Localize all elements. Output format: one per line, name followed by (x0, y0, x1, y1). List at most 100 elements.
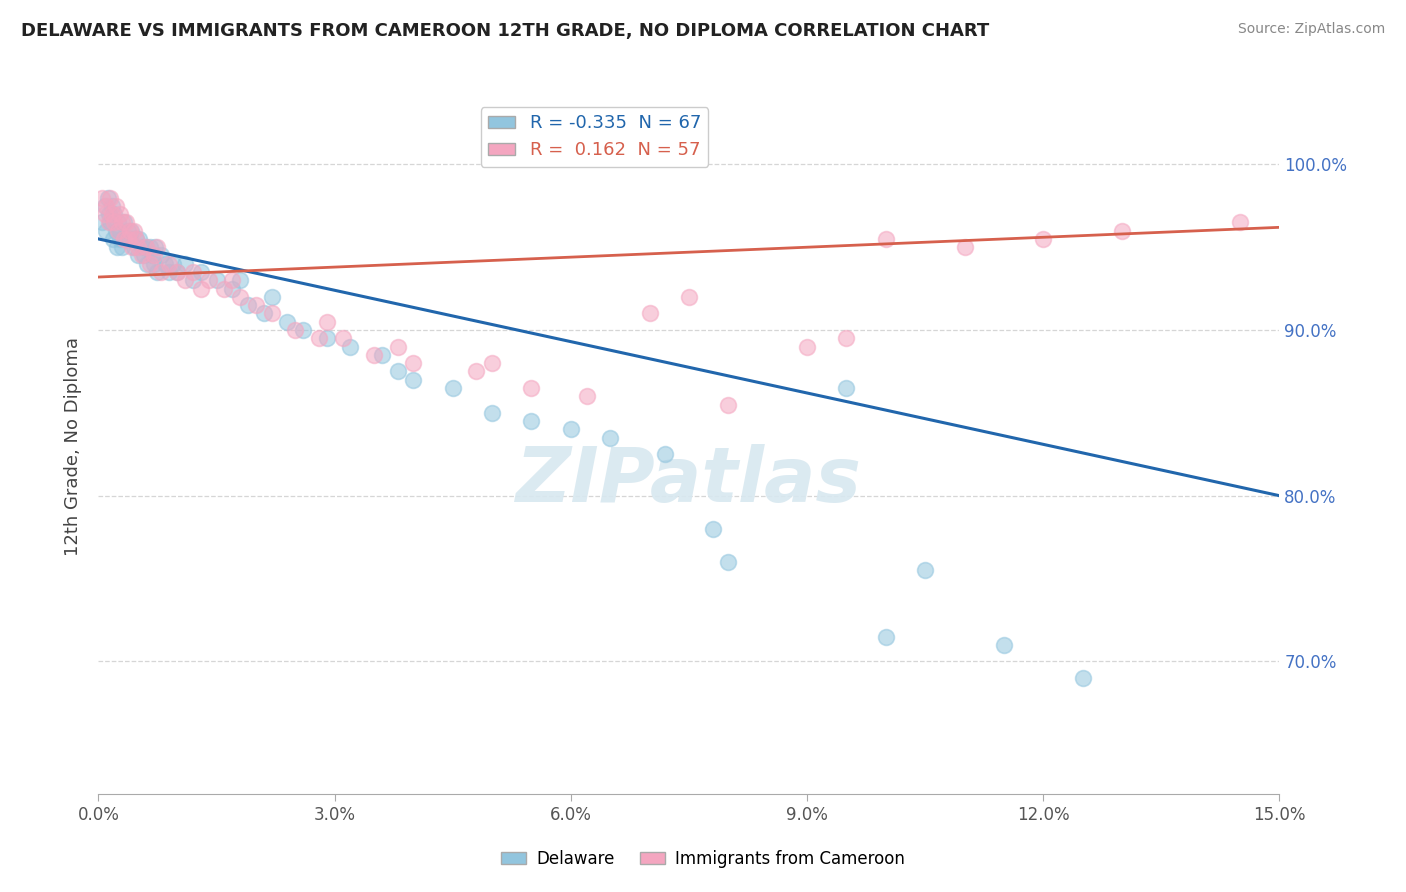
Point (101, 199, 124, 213)
Point (115, 215, 138, 229)
Legend: Delaware, Immigrants from Cameroon: Delaware, Immigrants from Cameroon (495, 844, 911, 875)
Point (107, 215, 129, 229)
Point (135, 240, 157, 254)
Point (638, 306, 661, 320)
Point (221, 273, 243, 287)
Point (138, 240, 160, 254)
Point (229, 273, 252, 287)
Point (136, 257, 159, 271)
Point (101, 232, 124, 246)
Point (181, 273, 204, 287)
Point (315, 315, 337, 329)
Point (402, 356, 425, 370)
Point (150, 265, 173, 279)
Point (96, 224, 118, 238)
Point (520, 381, 543, 395)
Point (157, 265, 180, 279)
Point (387, 340, 409, 354)
Point (953, 240, 976, 254)
Point (127, 248, 149, 262)
Point (520, 414, 543, 428)
Point (122, 240, 145, 254)
Point (101, 207, 124, 221)
Point (1032, 232, 1054, 246)
Point (112, 215, 135, 229)
Point (253, 306, 276, 320)
Point (131, 248, 153, 262)
Point (796, 340, 818, 354)
Point (332, 331, 354, 345)
Y-axis label: 12th Grade, No Diploma: 12th Grade, No Diploma (65, 336, 83, 556)
Point (103, 215, 125, 229)
Point (308, 331, 330, 345)
Point (115, 232, 138, 246)
Text: Source: ZipAtlas.com: Source: ZipAtlas.com (1237, 22, 1385, 37)
Point (97, 207, 120, 221)
Point (315, 331, 337, 345)
Point (150, 248, 173, 262)
Point (363, 348, 385, 362)
Point (122, 224, 145, 238)
Point (221, 282, 243, 296)
Point (702, 522, 724, 536)
Point (339, 340, 361, 354)
Text: DELAWARE VS IMMIGRANTS FROM CAMEROON 12TH GRADE, NO DIPLOMA CORRELATION CHART: DELAWARE VS IMMIGRANTS FROM CAMEROON 12T… (21, 22, 990, 40)
Point (118, 224, 141, 238)
Point (835, 331, 858, 345)
Point (117, 224, 139, 238)
Point (128, 232, 150, 246)
Point (292, 323, 315, 337)
Point (111, 215, 134, 229)
Point (229, 290, 252, 304)
Point (1071, 671, 1094, 685)
Point (174, 273, 197, 287)
Point (197, 273, 219, 287)
Point (157, 257, 180, 271)
Point (108, 232, 131, 246)
Point (97, 215, 120, 229)
Point (835, 381, 858, 395)
Point (104, 224, 127, 238)
Point (166, 265, 188, 279)
Point (110, 207, 132, 221)
Point (166, 265, 188, 279)
Point (142, 248, 165, 262)
Point (117, 232, 139, 246)
Point (190, 282, 212, 296)
Point (146, 265, 169, 279)
Point (96, 199, 118, 213)
Point (125, 232, 148, 246)
Point (371, 348, 394, 362)
Point (387, 364, 409, 378)
Point (91, 190, 114, 204)
Point (245, 298, 267, 312)
Point (875, 630, 897, 644)
Point (560, 422, 582, 436)
Point (104, 199, 127, 213)
Point (1229, 215, 1251, 229)
Point (481, 406, 503, 420)
Point (190, 265, 212, 279)
Point (717, 555, 740, 569)
Point (93, 207, 115, 221)
Text: ZIPatlas: ZIPatlas (516, 444, 862, 517)
Point (465, 364, 488, 378)
Point (111, 240, 134, 254)
Point (135, 240, 157, 254)
Point (97, 190, 120, 204)
Point (146, 240, 169, 254)
Point (1111, 224, 1133, 238)
Point (441, 381, 464, 395)
Point (402, 373, 425, 387)
Point (121, 240, 143, 254)
Point (284, 323, 307, 337)
Point (481, 356, 503, 370)
Point (236, 298, 259, 312)
Point (98, 190, 121, 204)
Point (141, 248, 163, 262)
Point (127, 240, 149, 254)
Point (110, 224, 132, 238)
Point (142, 257, 165, 271)
Legend: R = -0.335  N = 67, R =  0.162  N = 57: R = -0.335 N = 67, R = 0.162 N = 57 (481, 107, 709, 167)
Point (162, 257, 184, 271)
